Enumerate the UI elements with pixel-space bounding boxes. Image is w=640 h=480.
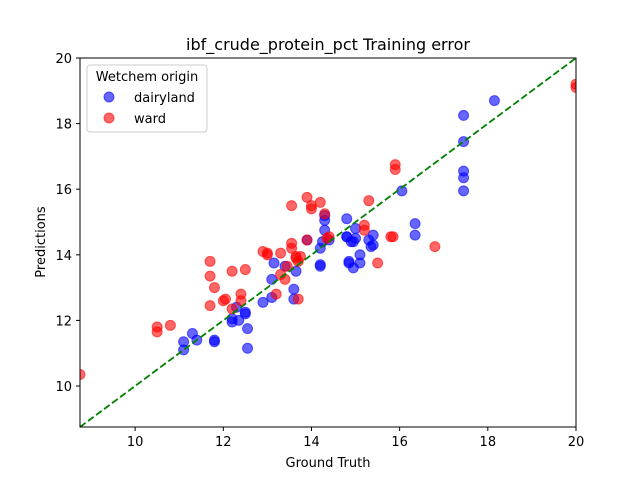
data-point-ward <box>389 159 401 171</box>
data-point-ward <box>363 195 375 207</box>
data-point-dairyland <box>288 283 300 295</box>
data-point-ward <box>208 282 220 294</box>
x-tick-label: 20 <box>568 435 585 450</box>
data-point-ward <box>279 273 291 285</box>
y-tick-label: 14 <box>55 249 72 264</box>
data-point-ward <box>226 265 238 277</box>
data-point-ward <box>286 237 298 249</box>
data-point-ward <box>204 300 216 312</box>
y-tick-label: 20 <box>55 52 72 67</box>
plot-area <box>80 58 576 427</box>
data-point-dairyland <box>354 257 366 269</box>
data-point-ward <box>239 264 251 276</box>
x-tick-label: 10 <box>127 435 144 450</box>
data-point-dairyland <box>488 95 500 107</box>
y-tick-label: 16 <box>55 183 72 198</box>
data-point-dairyland <box>458 109 470 121</box>
data-point-dairyland <box>268 257 280 269</box>
y-axis: 10 12 14 16 18 20 <box>55 52 80 395</box>
legend-marker-dairyland <box>103 91 115 103</box>
data-point-dairyland <box>266 273 278 285</box>
x-tick-label: 12 <box>215 435 232 450</box>
data-point-dairyland <box>242 342 254 354</box>
data-point-ward <box>570 78 576 90</box>
data-point-dairyland <box>242 323 254 335</box>
data-point-dairyland <box>208 334 220 346</box>
data-point-ward <box>204 255 216 267</box>
axes-frame <box>79 57 577 428</box>
data-point-dairyland <box>350 232 362 244</box>
data-point-dairyland <box>178 336 190 348</box>
data-point-ward <box>219 293 231 305</box>
y-tick-label: 12 <box>55 314 72 329</box>
data-point-dairyland <box>458 165 470 177</box>
data-point-ward <box>275 247 287 259</box>
data-point-dairyland <box>341 213 353 225</box>
data-point-dairyland <box>458 185 470 197</box>
legend-title: Wetchem origin <box>96 70 198 85</box>
data-point-dairyland <box>409 218 421 230</box>
legend-marker-ward <box>103 112 115 124</box>
data-point-ward <box>429 241 441 253</box>
data-point-ward <box>294 250 306 262</box>
data-point-ward <box>226 303 238 315</box>
x-tick-label: 14 <box>303 435 320 450</box>
chart-title: ibf_crude_protein_pct Training error <box>186 35 470 55</box>
data-point-ward <box>387 231 399 243</box>
data-point-dairyland <box>239 306 251 318</box>
data-point-ward <box>314 196 326 208</box>
y-tick-label: 10 <box>55 380 72 395</box>
x-tick-label: 16 <box>391 435 408 450</box>
data-point-ward <box>281 260 293 272</box>
data-point-ward <box>151 321 163 333</box>
data-point-ward <box>319 208 331 220</box>
data-point-ward <box>323 231 335 243</box>
data-point-ward <box>372 257 384 269</box>
x-axis: 10 12 14 16 18 20 <box>127 427 584 450</box>
data-point-ward <box>286 200 298 212</box>
data-point-ward <box>80 369 86 381</box>
data-point-dairyland <box>290 265 302 277</box>
data-point-ward <box>261 247 273 259</box>
data-point-ward <box>235 288 247 300</box>
y-axis-label: Predictions <box>34 206 49 278</box>
data-point-dairyland <box>314 259 326 271</box>
x-axis-label: Ground Truth <box>286 456 371 471</box>
data-point-dairyland <box>367 229 379 241</box>
data-point-dairyland <box>233 314 245 326</box>
data-point-ward <box>204 270 216 282</box>
data-point-ward <box>270 288 282 300</box>
y-tick-label: 18 <box>55 118 72 133</box>
legend: Wetchem origin dairyland ward <box>86 64 208 133</box>
data-point-dairyland <box>409 229 421 241</box>
legend-box <box>86 64 208 133</box>
x-tick-label: 18 <box>480 435 497 450</box>
data-point-ward <box>292 293 304 305</box>
identity-line <box>80 58 576 427</box>
data-point-ward <box>301 234 313 246</box>
data-point-dairyland <box>257 296 269 308</box>
data-point-ward <box>164 319 176 331</box>
data-point-dairyland <box>367 239 379 251</box>
data-point-ward <box>358 224 370 236</box>
legend-label-dairyland: dairyland <box>134 91 195 106</box>
legend-label-ward: ward <box>134 112 166 127</box>
